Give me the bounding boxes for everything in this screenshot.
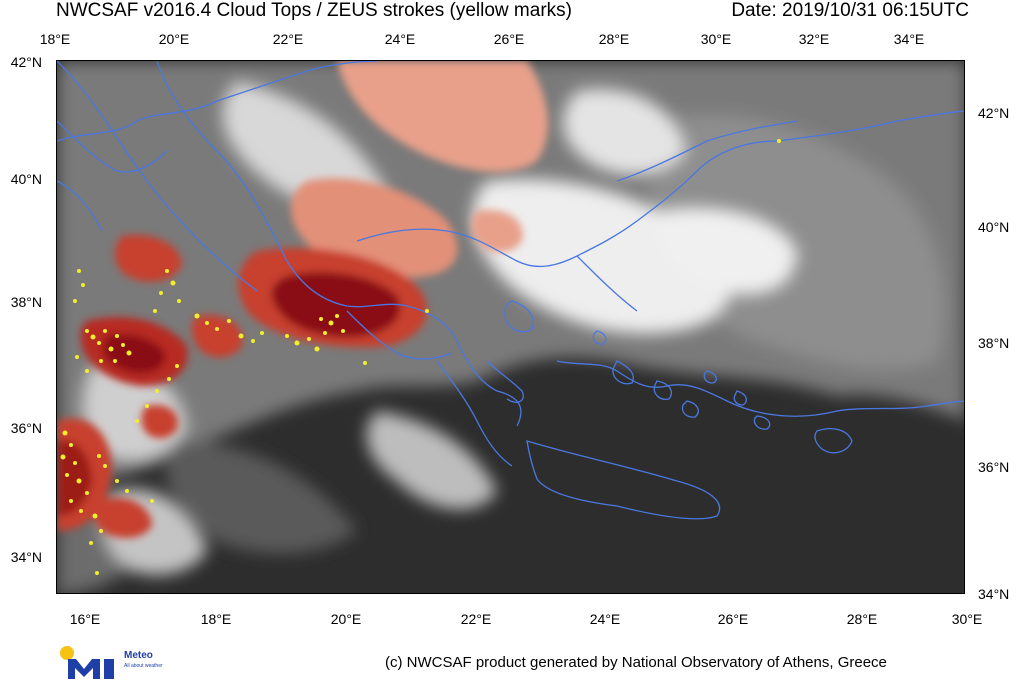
meteo-logo-text: Meteo	[124, 650, 153, 661]
top-lon-label: 20°E	[158, 31, 190, 47]
bottom-lon-label: 22°E	[460, 611, 492, 627]
top-lon-label: 32°E	[798, 31, 830, 47]
cold-cloud-tops	[57, 61, 548, 538]
right-lat-label: 36°N	[978, 459, 1010, 475]
meteo-logo-icon	[60, 646, 114, 679]
left-lat-label: 36°N	[10, 420, 42, 436]
coastlines	[57, 61, 964, 520]
top-lon-label: 26°E	[493, 31, 525, 47]
map-date: Date: 2019/10/31 06:15UTC	[731, 0, 969, 21]
bottom-lon-label: 28°E	[846, 611, 878, 627]
bottom-lon-label: 30°E	[951, 611, 983, 627]
right-lat-label: 42°N	[978, 105, 1010, 121]
white-cloud-bands	[82, 81, 797, 575]
right-lat-label: 34°N	[978, 586, 1010, 602]
top-lon-label: 30°E	[700, 31, 732, 47]
right-lat-label: 38°N	[978, 335, 1010, 351]
meteo-logo[interactable]: Meteo All about weather	[58, 645, 178, 681]
bottom-lon-label: 18°E	[200, 611, 232, 627]
map-title: NWCSAF v2016.4 Cloud Tops / ZEUS strokes…	[56, 0, 572, 21]
left-lat-label: 40°N	[10, 171, 42, 187]
top-lon-label: 18°E	[39, 31, 71, 47]
bottom-lon-label: 24°E	[589, 611, 621, 627]
bottom-lon-label: 16°E	[69, 611, 101, 627]
bottom-lon-label: 26°E	[717, 611, 749, 627]
right-lat-label: 40°N	[978, 219, 1010, 235]
bottom-lon-label: 20°E	[330, 611, 362, 627]
left-lat-label: 42°N	[10, 54, 42, 70]
meteo-logo-subtitle: All about weather	[124, 663, 163, 669]
top-lon-label: 34°E	[893, 31, 925, 47]
top-lon-label: 24°E	[384, 31, 416, 47]
top-lon-label: 22°E	[272, 31, 304, 47]
top-lon-label: 28°E	[598, 31, 630, 47]
satellite-map[interactable]	[56, 60, 965, 594]
credit-text: (c) NWCSAF product generated by National…	[385, 654, 887, 671]
left-lat-label: 34°N	[10, 549, 42, 565]
map-canvas	[57, 61, 964, 593]
zeus-strokes	[60, 139, 781, 575]
left-lat-label: 38°N	[10, 294, 42, 310]
